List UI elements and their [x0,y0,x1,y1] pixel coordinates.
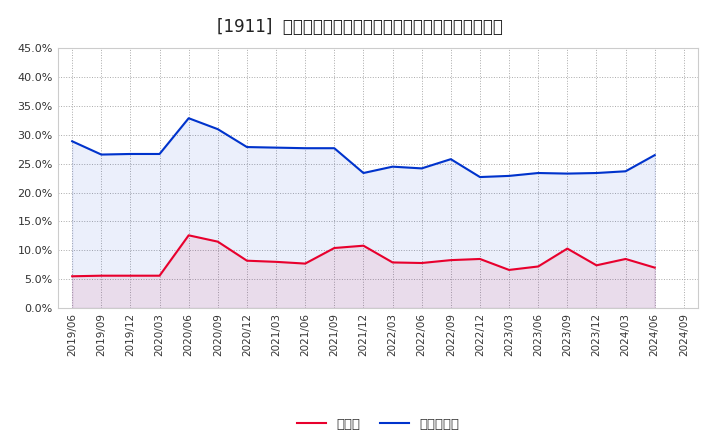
有利子負債 [621,169,630,174]
有利子負債 [418,166,426,171]
現預金 [156,273,164,279]
有利子負債 [184,116,193,121]
有利子負債 [446,157,455,162]
現預金 [505,267,513,272]
現預金 [301,261,310,266]
有利子負債 [271,145,280,150]
有利子負債 [359,170,368,176]
有利子負債 [592,170,600,176]
現預金 [68,274,76,279]
有利子負債 [650,153,659,158]
現預金 [592,263,600,268]
現預金 [650,265,659,270]
現預金 [243,258,251,263]
現預金 [184,233,193,238]
現預金 [388,260,397,265]
現預金 [621,257,630,262]
Text: [1911]  現預金、有利子負債の総資産に対する比率の推移: [1911] 現預金、有利子負債の総資産に対する比率の推移 [217,18,503,36]
有利子負債 [68,139,76,144]
有利子負債 [388,164,397,169]
有利子負債 [126,151,135,157]
有利子負債 [330,146,338,151]
Line: 有利子負債: 有利子負債 [72,118,654,177]
現預金 [359,243,368,248]
現預金 [271,259,280,264]
現預金 [476,257,485,262]
有利子負債 [476,174,485,180]
有利子負債 [505,173,513,179]
有利子負債 [243,144,251,150]
有利子負債 [156,151,164,157]
Legend: 現預金, 有利子負債: 現預金, 有利子負債 [292,413,464,436]
有利子負債 [534,170,543,176]
有利子負債 [563,171,572,176]
現預金 [446,257,455,263]
現預金 [97,273,106,279]
現預金 [213,239,222,244]
現預金 [563,246,572,251]
有利子負債 [213,127,222,132]
有利子負債 [97,152,106,157]
現預金 [534,264,543,269]
有利子負債 [301,146,310,151]
現預金 [330,246,338,251]
Line: 現預金: 現預金 [72,235,654,276]
現預金 [418,260,426,266]
現預金 [126,273,135,279]
